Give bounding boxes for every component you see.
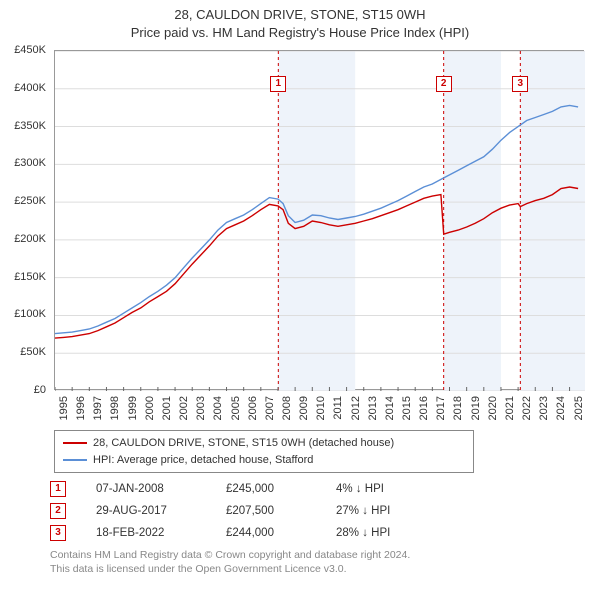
chart-sale-marker: 1 [270, 76, 286, 92]
sales-row: 3 18-FEB-2022 £244,000 28% ↓ HPI [50, 522, 446, 544]
sales-table: 1 07-JAN-2008 £245,000 4% ↓ HPI 2 29-AUG… [50, 478, 446, 544]
x-tick-label: 1997 [92, 396, 104, 420]
sale-price: £244,000 [226, 527, 336, 539]
x-tick-label: 2013 [367, 396, 379, 420]
x-tick-label: 2008 [281, 396, 293, 420]
x-tick-label: 1995 [58, 396, 70, 420]
x-tick-label: 2003 [195, 396, 207, 420]
footer-line2: This data is licensed under the Open Gov… [50, 562, 410, 576]
legend-label-2: HPI: Average price, detached house, Staf… [93, 452, 313, 469]
sale-diff: 27% ↓ HPI [336, 505, 446, 517]
legend-swatch-1 [63, 442, 87, 444]
x-tick-label: 2023 [538, 396, 550, 420]
x-tick-label: 2012 [350, 396, 362, 420]
sale-date: 18-FEB-2022 [96, 527, 226, 539]
x-tick-label: 2018 [452, 396, 464, 420]
sale-marker-icon: 1 [50, 481, 66, 497]
x-tick-label: 1998 [109, 396, 121, 420]
sale-diff: 28% ↓ HPI [336, 527, 446, 539]
y-tick-label: £400K [14, 82, 46, 94]
sales-row: 1 07-JAN-2008 £245,000 4% ↓ HPI [50, 478, 446, 500]
x-tick-label: 2020 [487, 396, 499, 420]
x-tick-label: 2006 [247, 396, 259, 420]
x-tick-label: 2002 [178, 396, 190, 420]
y-tick-label: £150K [14, 271, 46, 283]
sale-marker-icon: 2 [50, 503, 66, 519]
y-tick-label: £200K [14, 233, 46, 245]
title-line2: Price paid vs. HM Land Registry's House … [0, 24, 600, 42]
x-tick-label: 2000 [144, 396, 156, 420]
legend-label-1: 28, CAULDON DRIVE, STONE, ST15 0WH (deta… [93, 435, 394, 452]
legend-row: 28, CAULDON DRIVE, STONE, ST15 0WH (deta… [63, 435, 465, 452]
y-tick-label: £450K [14, 44, 46, 56]
sale-marker-icon: 3 [50, 525, 66, 541]
footer-note: Contains HM Land Registry data © Crown c… [50, 548, 410, 576]
sales-row: 2 29-AUG-2017 £207,500 27% ↓ HPI [50, 500, 446, 522]
y-tick-label: £0 [34, 384, 46, 396]
chart-title-block: 28, CAULDON DRIVE, STONE, ST15 0WH Price… [0, 0, 600, 42]
y-axis-labels: £0£50K£100K£150K£200K£250K£300K£350K£400… [0, 50, 50, 390]
x-tick-label: 2017 [435, 396, 447, 420]
sale-date: 29-AUG-2017 [96, 505, 226, 517]
x-tick-label: 2004 [212, 396, 224, 420]
x-tick-label: 2010 [315, 396, 327, 420]
footer-line1: Contains HM Land Registry data © Crown c… [50, 548, 410, 562]
x-tick-label: 2024 [555, 396, 567, 420]
sale-price: £245,000 [226, 483, 336, 495]
x-tick-label: 2019 [470, 396, 482, 420]
y-tick-label: £350K [14, 120, 46, 132]
chart-svg [55, 51, 585, 391]
x-tick-label: 2001 [161, 396, 173, 420]
chart-sale-marker: 2 [436, 76, 452, 92]
sale-diff: 4% ↓ HPI [336, 483, 446, 495]
x-tick-label: 1999 [127, 396, 139, 420]
sale-date: 07-JAN-2008 [96, 483, 226, 495]
title-line1: 28, CAULDON DRIVE, STONE, ST15 0WH [0, 6, 600, 24]
x-tick-label: 2009 [298, 396, 310, 420]
legend-swatch-2 [63, 459, 87, 461]
x-tick-label: 2005 [230, 396, 242, 420]
y-tick-label: £100K [14, 308, 46, 320]
x-tick-label: 2022 [521, 396, 533, 420]
x-tick-label: 2011 [332, 396, 344, 420]
x-tick-label: 1996 [75, 396, 87, 420]
x-tick-label: 2016 [418, 396, 430, 420]
y-tick-label: £300K [14, 157, 46, 169]
y-tick-label: £50K [20, 346, 46, 358]
x-tick-label: 2021 [504, 396, 516, 420]
x-tick-label: 2007 [264, 396, 276, 420]
legend-box: 28, CAULDON DRIVE, STONE, ST15 0WH (deta… [54, 430, 474, 473]
x-tick-label: 2014 [384, 396, 396, 420]
chart-plot-area: 1 2 3 [54, 50, 584, 390]
legend-row: HPI: Average price, detached house, Staf… [63, 452, 465, 469]
x-tick-label: 2015 [401, 396, 413, 420]
chart-sale-marker: 3 [512, 76, 528, 92]
x-tick-label: 2025 [573, 396, 585, 420]
x-axis-labels: 1995 1996 1997 1998 1999 2000 2001 2002 2003 2004… [54, 392, 584, 432]
sale-price: £207,500 [226, 505, 336, 517]
y-tick-label: £250K [14, 195, 46, 207]
